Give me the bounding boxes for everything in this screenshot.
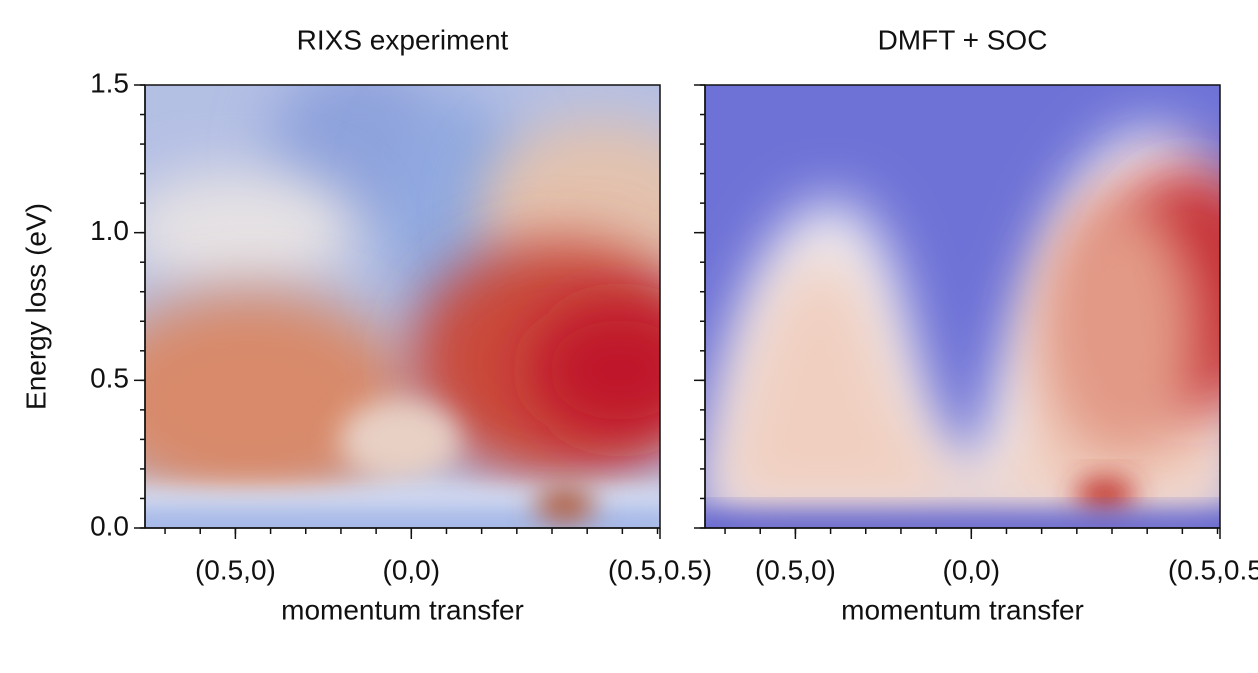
- heatmap-image: [705, 85, 1220, 528]
- y-tick-label: 1.5: [90, 67, 129, 98]
- y-tick-label: 1.0: [90, 215, 129, 246]
- heatmap-image: [145, 85, 660, 528]
- y-tick-label: 0.0: [90, 510, 129, 541]
- x-axis-label: momentum transfer: [281, 594, 524, 625]
- y-axis-label: Energy loss (eV): [20, 203, 51, 410]
- x-tick-label: (0.5,0.5): [608, 554, 712, 585]
- chart-title: RIXS experiment: [297, 24, 509, 55]
- x-tick-label: (0.5,0): [195, 554, 276, 585]
- x-tick-label: (0.5,0.5): [1168, 554, 1258, 585]
- x-axis-label: momentum transfer: [841, 594, 1084, 625]
- x-tick-label: (0,0): [383, 554, 441, 585]
- chart-title: DMFT + SOC: [878, 24, 1048, 55]
- y-tick-label: 0.5: [90, 363, 129, 394]
- x-tick-label: (0.5,0): [755, 554, 836, 585]
- x-tick-label: (0,0): [943, 554, 1001, 585]
